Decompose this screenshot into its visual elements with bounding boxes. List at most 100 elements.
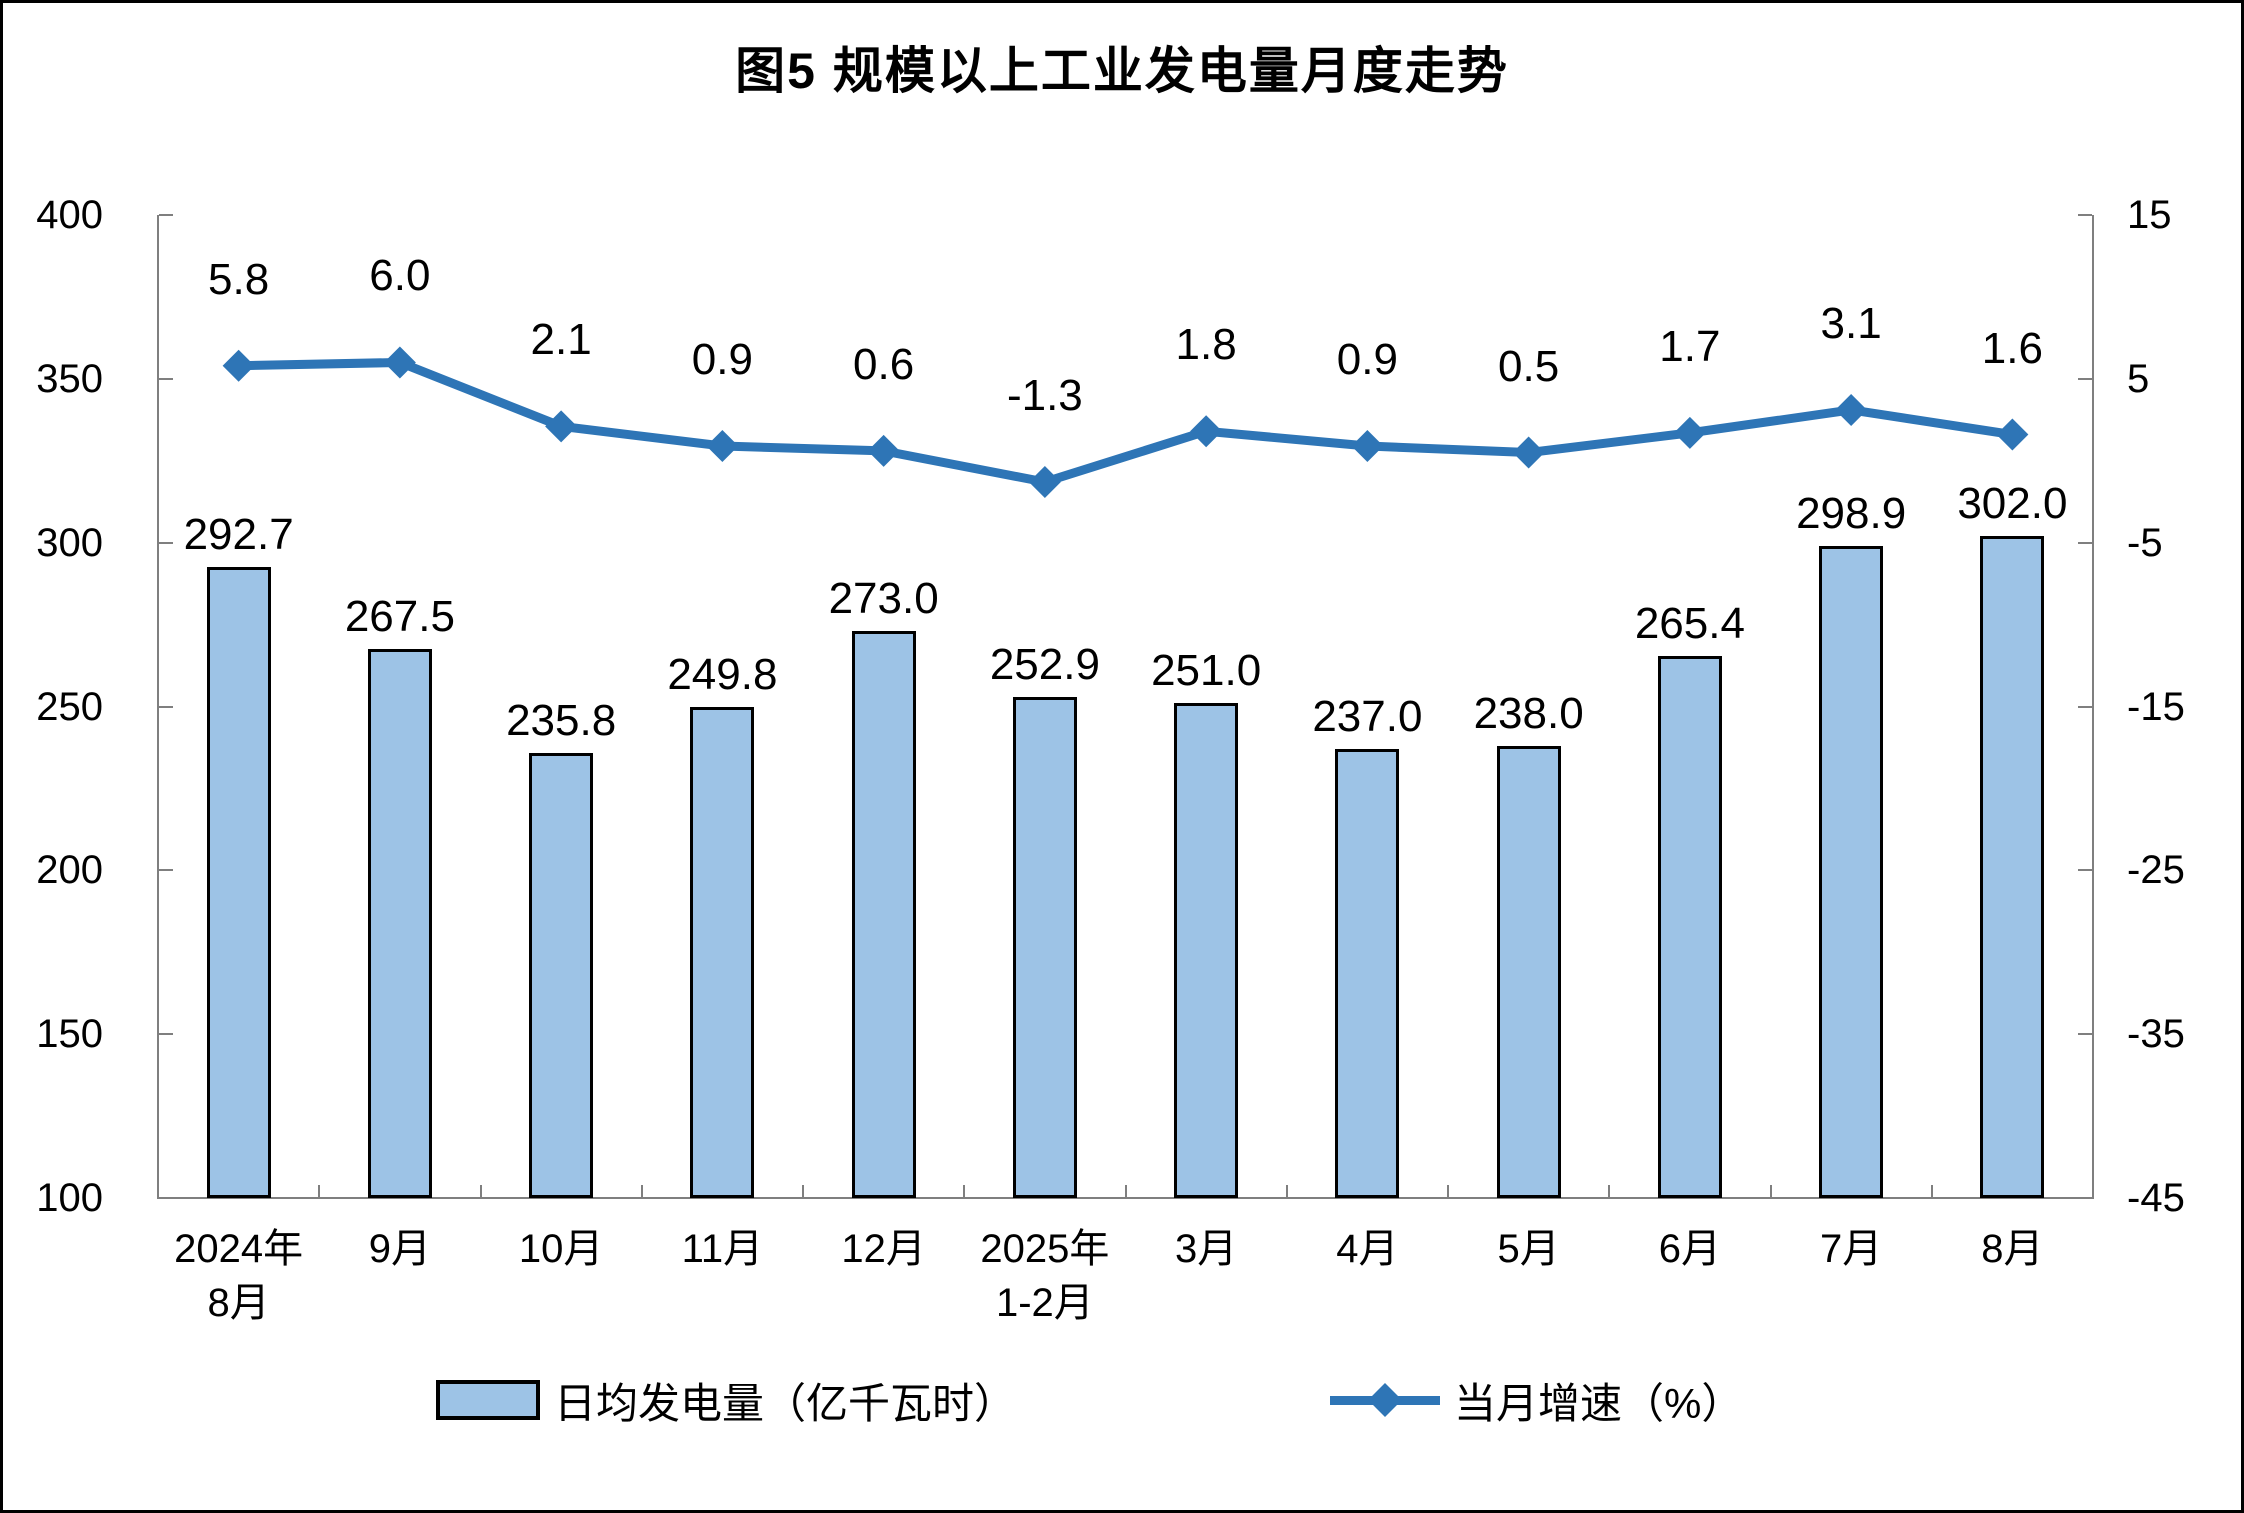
left-axis-tick xyxy=(159,214,173,216)
left-axis-tick-label: 300 xyxy=(36,520,103,565)
bar xyxy=(851,631,916,1198)
bar-value-label: 267.5 xyxy=(344,592,455,642)
x-axis-tick xyxy=(1447,1185,1449,1197)
line-marker xyxy=(1512,436,1545,469)
bar-value-label: 265.4 xyxy=(1634,599,1745,649)
bar-value-label: 237.0 xyxy=(1312,692,1423,742)
line-value-label: 0.6 xyxy=(853,339,915,389)
chart-title: 图5 规模以上工业发电量月度走势 xyxy=(735,43,1509,99)
right-axis-tick-label: 5 xyxy=(2127,356,2150,401)
x-axis-tick xyxy=(1930,1185,1933,1197)
x-axis-tick xyxy=(1608,1185,1611,1197)
right-axis-tick-label: -25 xyxy=(2127,848,2185,893)
x-axis-category-label: 11月 xyxy=(681,1227,764,1271)
right-axis-tick xyxy=(2078,705,2092,708)
bar xyxy=(206,566,271,1198)
bar-value-label: 298.9 xyxy=(1796,489,1907,539)
bar-value-label: 252.9 xyxy=(989,639,1100,689)
x-axis-tick xyxy=(1769,1185,1772,1197)
bar xyxy=(529,753,594,1198)
left-axis-tick xyxy=(159,705,173,708)
x-axis-category-label: 3月 xyxy=(1175,1227,1238,1271)
line-value-label: -1.3 xyxy=(1006,371,1083,421)
line-marker-icon xyxy=(1330,1377,1440,1423)
right-axis-tick xyxy=(2078,214,2092,216)
line-marker xyxy=(1028,466,1061,499)
left-axis-tick-label: 350 xyxy=(36,356,103,401)
x-axis-category-label: 12月 xyxy=(841,1227,926,1271)
left-axis-tick-label: 150 xyxy=(36,1012,103,1057)
line-marker xyxy=(706,430,739,463)
line-marker xyxy=(867,434,900,467)
bar xyxy=(1980,536,2045,1198)
legend-line-label: 当月增速（%） xyxy=(1454,1379,1744,1427)
bar-value-label: 249.8 xyxy=(667,650,778,700)
line-value-label: 0.5 xyxy=(1498,341,1560,391)
left-axis-tick-label: 400 xyxy=(36,193,103,237)
x-axis-tick xyxy=(479,1185,482,1197)
left-axis-tick-label: 100 xyxy=(36,1176,103,1220)
x-axis-category-label: 4月 xyxy=(1336,1227,1399,1271)
line-value-label: 2.1 xyxy=(530,315,592,365)
legend-item-bar: 日均发电量（亿千瓦时） xyxy=(436,1377,1016,1427)
left-axis-tick xyxy=(159,541,173,544)
left-axis-tick xyxy=(159,377,173,380)
bar xyxy=(1657,656,1722,1198)
right-axis-tick xyxy=(2078,1197,2092,1199)
right-axis-tick xyxy=(2078,1033,2092,1036)
x-axis-category-label: 10月 xyxy=(518,1227,604,1271)
right-axis-tick-label: -5 xyxy=(2127,520,2163,565)
right-axis-tick xyxy=(2078,869,2092,872)
line-marker xyxy=(1835,393,1868,426)
bar-value-label: 238.0 xyxy=(1473,688,1584,738)
x-axis-category-label: 5月 xyxy=(1497,1227,1560,1271)
left-axis-tick xyxy=(159,1197,173,1199)
x-axis-tick xyxy=(640,1185,643,1197)
legend-bar-label: 日均发电量（亿千瓦时） xyxy=(554,1379,1017,1427)
growth-line xyxy=(238,357,2014,487)
x-axis-tick xyxy=(1285,1185,1288,1197)
bar xyxy=(690,707,755,1198)
bar-value-label: 292.7 xyxy=(183,509,294,559)
right-axis-tick xyxy=(2078,377,2092,380)
x-axis-category-label: 6月 xyxy=(1658,1227,1721,1271)
right-axis-tick-label: -15 xyxy=(2127,684,2185,729)
legend-diamond-marker xyxy=(1368,1383,1402,1417)
bar-swatch-icon xyxy=(436,1380,540,1420)
left-axis-tick-label: 250 xyxy=(36,684,103,729)
x-axis-tick xyxy=(1124,1185,1127,1197)
growth-line-layer xyxy=(222,346,2029,499)
bar-value-label: 251.0 xyxy=(1151,646,1262,696)
x-axis-category-label: 9月 xyxy=(368,1227,431,1271)
right-axis-tick-label: 15 xyxy=(2127,193,2172,237)
y-axis-left xyxy=(157,215,159,1198)
line-value-label: 1.6 xyxy=(1981,323,2043,373)
line-marker xyxy=(545,410,578,443)
line-marker xyxy=(383,346,416,379)
bar-value-label: 235.8 xyxy=(506,696,617,746)
y-axis-right xyxy=(2092,215,2094,1198)
x-axis-category-label: 2025年 1-2月 xyxy=(980,1227,1110,1325)
line-value-label: 5.8 xyxy=(208,254,270,304)
x-axis-tick xyxy=(802,1185,804,1197)
line-marker xyxy=(1190,415,1223,448)
line-value-label: 1.8 xyxy=(1175,320,1237,370)
line-marker xyxy=(1351,430,1384,463)
line-value-label: 1.7 xyxy=(1659,321,1721,371)
right-axis-tick-label: -35 xyxy=(2127,1012,2185,1057)
legend-item-line: 当月增速（%） xyxy=(1330,1377,1743,1427)
right-axis-tick xyxy=(2078,541,2092,544)
x-axis-category-label: 7月 xyxy=(1820,1227,1883,1271)
bar xyxy=(1819,546,1884,1198)
line-value-label: 3.1 xyxy=(1820,298,1882,348)
bar xyxy=(1012,696,1077,1198)
bar xyxy=(1335,749,1400,1198)
left-axis-tick xyxy=(159,869,173,872)
x-axis-tick xyxy=(963,1185,966,1197)
line-value-label: 0.9 xyxy=(691,335,753,384)
line-marker xyxy=(1996,418,2029,451)
bar-value-label: 273.0 xyxy=(828,574,939,624)
line-value-label: 0.9 xyxy=(1336,335,1398,384)
x-axis-tick xyxy=(318,1185,321,1197)
